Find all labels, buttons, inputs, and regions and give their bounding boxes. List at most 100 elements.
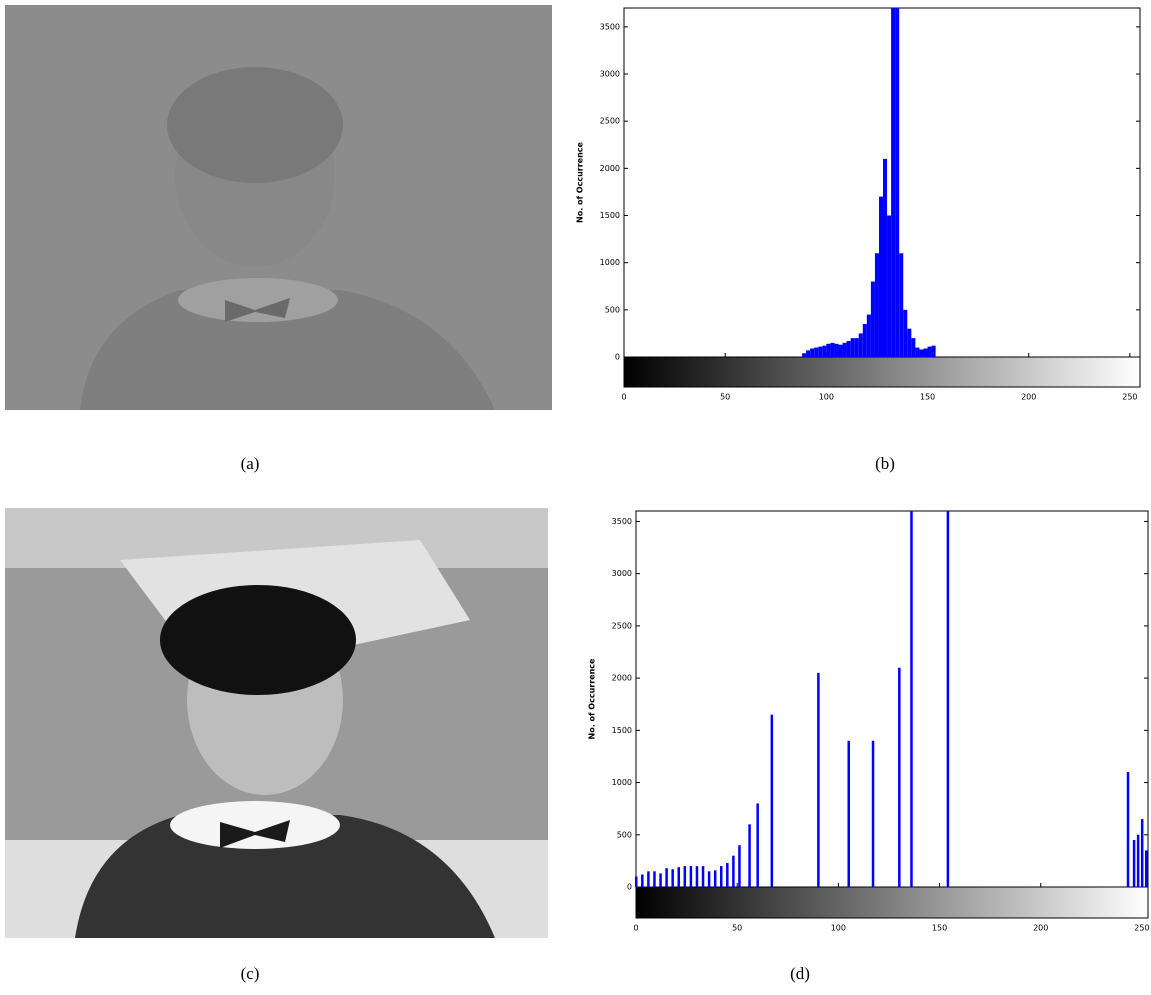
y-tick-label: 1000 — [600, 258, 620, 267]
y-tick-label: 2000 — [612, 674, 632, 683]
bar — [830, 342, 835, 357]
x-tick-label: 150 — [932, 924, 947, 933]
bar — [726, 862, 729, 887]
bar — [887, 215, 892, 357]
bar — [946, 511, 950, 887]
bar — [903, 309, 908, 357]
bar — [883, 158, 888, 357]
x-tick-label: 100 — [831, 924, 846, 933]
bar — [707, 871, 711, 887]
bar — [677, 867, 680, 887]
x-tick-label: 50 — [732, 924, 742, 933]
y-tick-label: 1000 — [612, 778, 632, 787]
caption: (b) — [875, 454, 895, 473]
bar — [874, 253, 879, 357]
bar — [923, 348, 928, 357]
image-a — [5, 5, 552, 410]
bar — [915, 347, 920, 357]
bar — [635, 876, 638, 887]
bar — [701, 866, 705, 887]
bar — [810, 348, 815, 357]
bar — [756, 803, 759, 887]
bar — [818, 346, 823, 357]
bar — [826, 343, 831, 357]
caption: (d) — [790, 964, 810, 983]
bar — [854, 338, 859, 357]
caption: (a) — [241, 454, 260, 473]
bar — [732, 855, 735, 887]
bar — [846, 340, 851, 357]
y-tick-label: 3500 — [612, 517, 632, 526]
bar — [919, 349, 924, 357]
bar — [822, 345, 827, 357]
bar — [862, 323, 867, 357]
bar — [866, 314, 871, 357]
bar — [927, 346, 932, 357]
bar — [842, 342, 847, 357]
bar — [931, 345, 936, 357]
bar — [802, 353, 807, 357]
bar — [878, 196, 884, 357]
y-tick-label: 2500 — [600, 117, 620, 126]
y-axis-label: No. of Occurrence — [576, 141, 585, 223]
bar — [653, 871, 656, 887]
x-tick-label: 250 — [1122, 393, 1137, 402]
bar — [895, 8, 900, 357]
y-tick-label: 3000 — [600, 70, 620, 79]
bar — [738, 845, 741, 887]
x-tick-label: 150 — [920, 393, 935, 402]
x-tick-label: 0 — [621, 393, 626, 402]
bar — [817, 672, 820, 887]
bar — [659, 873, 662, 887]
y-tick-label: 3500 — [600, 22, 620, 31]
x-tick-label: 0 — [633, 924, 638, 933]
bar — [1140, 819, 1144, 887]
y-tick-label: 2000 — [600, 164, 620, 173]
bar — [1144, 850, 1148, 887]
y-tick-label: 3000 — [612, 569, 632, 578]
colorbar — [623, 356, 1141, 388]
caption: (c) — [241, 964, 260, 983]
x-tick-label: 200 — [1021, 393, 1036, 402]
y-tick-label: 1500 — [612, 726, 632, 735]
bar — [907, 328, 912, 357]
bar — [641, 874, 644, 887]
bar — [671, 869, 674, 887]
bar — [1126, 772, 1130, 887]
bar — [838, 344, 843, 357]
image-c — [5, 508, 548, 938]
bar — [713, 870, 717, 887]
bar — [911, 338, 916, 357]
bar — [870, 281, 875, 357]
bar — [770, 714, 774, 887]
bar — [1132, 840, 1136, 887]
bar — [898, 667, 901, 887]
y-tick-label: 1500 — [600, 211, 620, 220]
x-tick-label: 50 — [720, 393, 730, 402]
y-tick-label: 0 — [627, 883, 632, 892]
bar — [834, 343, 839, 357]
bar — [814, 347, 819, 357]
y-tick-label: 0 — [615, 353, 620, 362]
plot-area — [635, 510, 1149, 888]
x-tick-label: 250 — [1134, 924, 1149, 933]
x-tick-label: 100 — [819, 393, 834, 402]
colorbar — [635, 886, 1149, 919]
bar — [858, 333, 863, 357]
bar — [665, 868, 668, 887]
bar — [748, 824, 751, 887]
y-axis-label: No. of Occurrence — [588, 658, 597, 740]
y-tick-label: 500 — [605, 305, 620, 314]
bar — [871, 740, 875, 887]
bar — [683, 866, 687, 887]
y-tick-label: 2500 — [612, 621, 632, 630]
bar — [891, 8, 896, 357]
bar — [847, 740, 850, 887]
bar — [806, 350, 811, 357]
y-tick-label: 500 — [617, 830, 632, 839]
bar — [689, 866, 693, 887]
bar — [850, 338, 855, 357]
bar — [910, 511, 913, 887]
bar — [1136, 834, 1140, 887]
